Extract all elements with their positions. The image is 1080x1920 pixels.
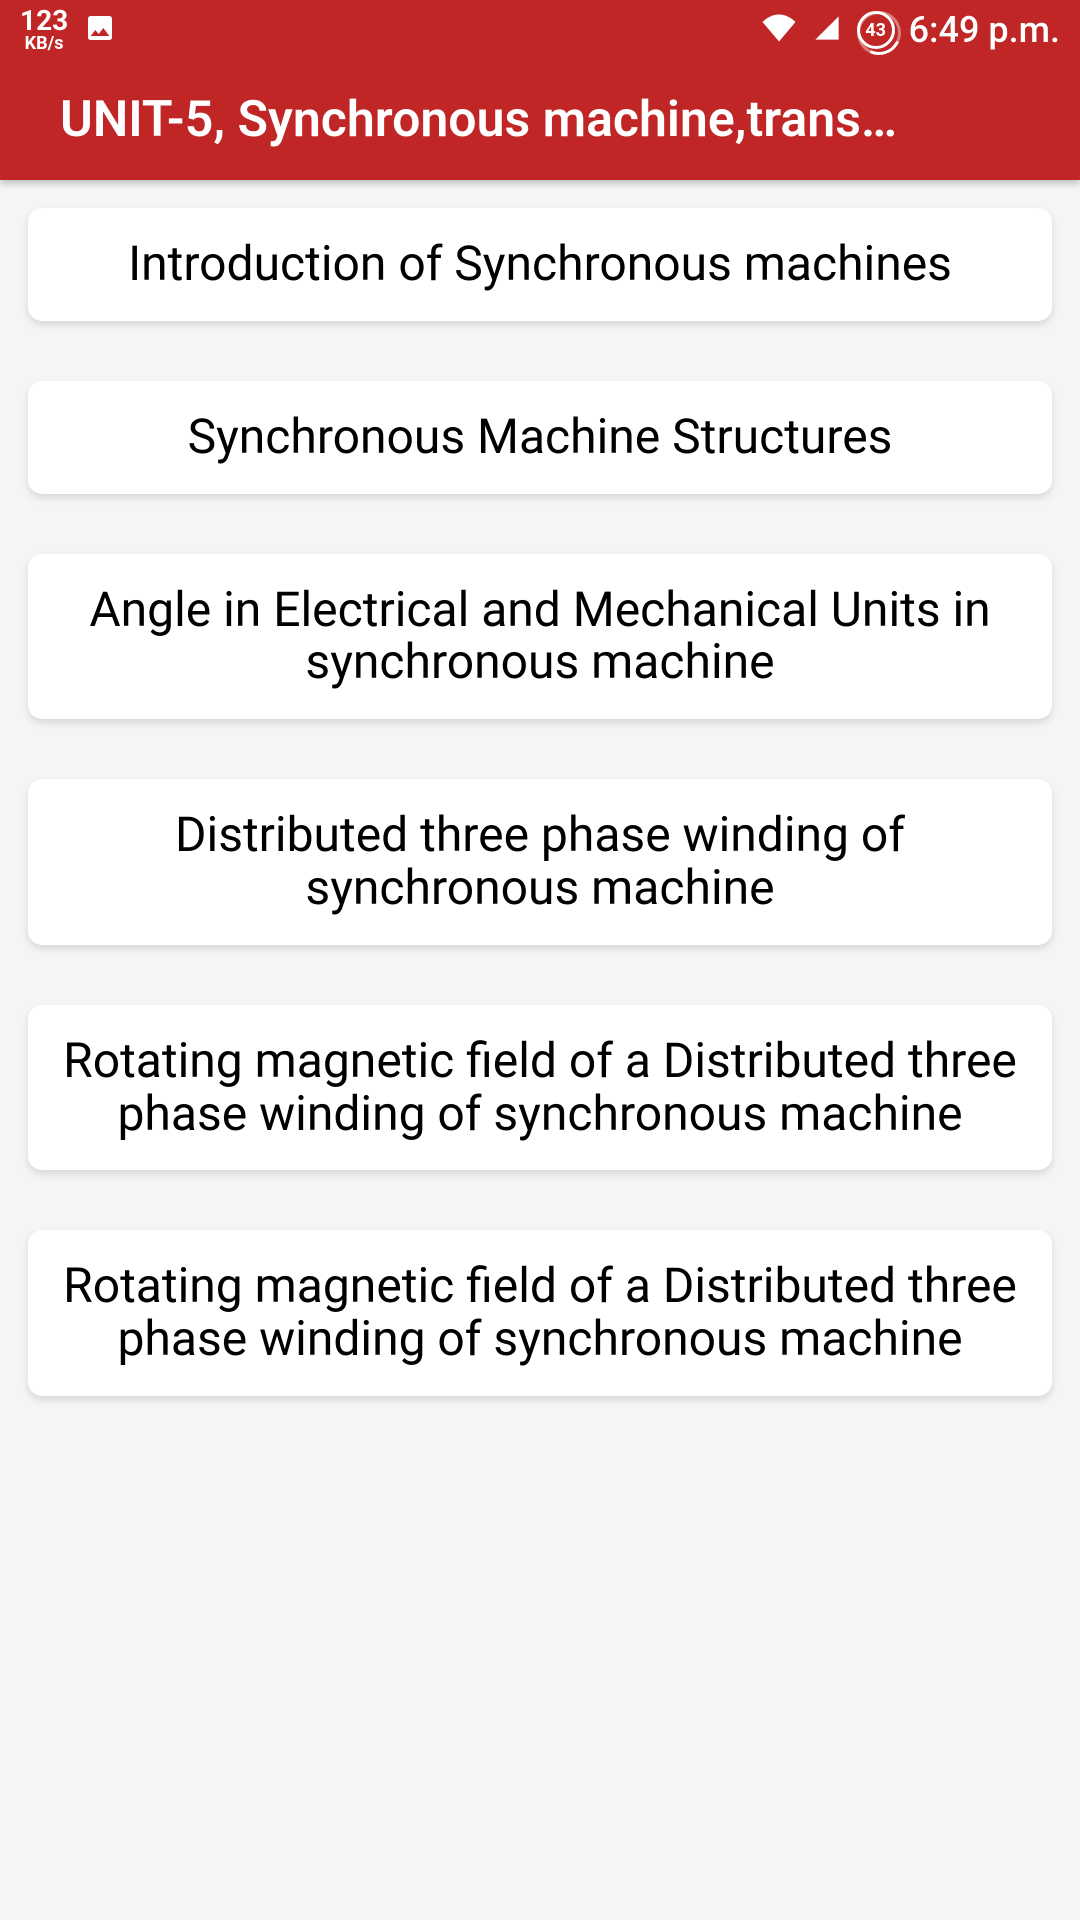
network-speed-indicator: 123 KB/s bbox=[20, 7, 68, 53]
network-speed-value: 123 bbox=[20, 7, 68, 35]
wifi-icon bbox=[761, 14, 797, 46]
topic-card[interactable]: Synchronous Machine Structures bbox=[28, 381, 1052, 494]
topic-card[interactable]: Rotating magnetic field of a Distributed… bbox=[28, 1005, 1052, 1171]
topic-label: Distributed three phase winding of synch… bbox=[175, 806, 905, 916]
topic-card[interactable]: Angle in Electrical and Mechanical Units… bbox=[28, 554, 1052, 720]
topic-label: Synchronous Machine Structures bbox=[188, 408, 893, 465]
topic-card[interactable]: Distributed three phase winding of synch… bbox=[28, 779, 1052, 945]
battery-indicator: 43 bbox=[857, 11, 895, 49]
status-bar: 123 KB/s 43 6:49 p.m. bbox=[0, 0, 1080, 60]
topic-label: Introduction of Synchronous machines bbox=[128, 235, 952, 292]
battery-percent: 43 bbox=[865, 20, 886, 41]
status-bar-right: 43 6:49 p.m. bbox=[761, 9, 1060, 51]
page-title: UNIT-5, Synchronous machine,trans… bbox=[60, 91, 1020, 149]
topic-label: Rotating magnetic field of a Distributed… bbox=[63, 1032, 1017, 1142]
signal-icon bbox=[811, 14, 843, 46]
topic-label: Rotating magnetic field of a Distributed… bbox=[63, 1257, 1017, 1367]
image-icon bbox=[82, 12, 118, 48]
status-bar-left: 123 KB/s bbox=[20, 7, 118, 53]
topic-list: Introduction of Synchronous machines Syn… bbox=[0, 180, 1080, 1424]
topic-label: Angle in Electrical and Mechanical Units… bbox=[89, 581, 990, 691]
network-speed-unit: KB/s bbox=[25, 35, 64, 53]
topic-card[interactable]: Introduction of Synchronous machines bbox=[28, 208, 1052, 321]
topic-card[interactable]: Rotating magnetic field of a Distributed… bbox=[28, 1230, 1052, 1396]
clock-time: 6:49 p.m. bbox=[909, 9, 1060, 51]
app-bar: UNIT-5, Synchronous machine,trans… bbox=[0, 60, 1080, 180]
